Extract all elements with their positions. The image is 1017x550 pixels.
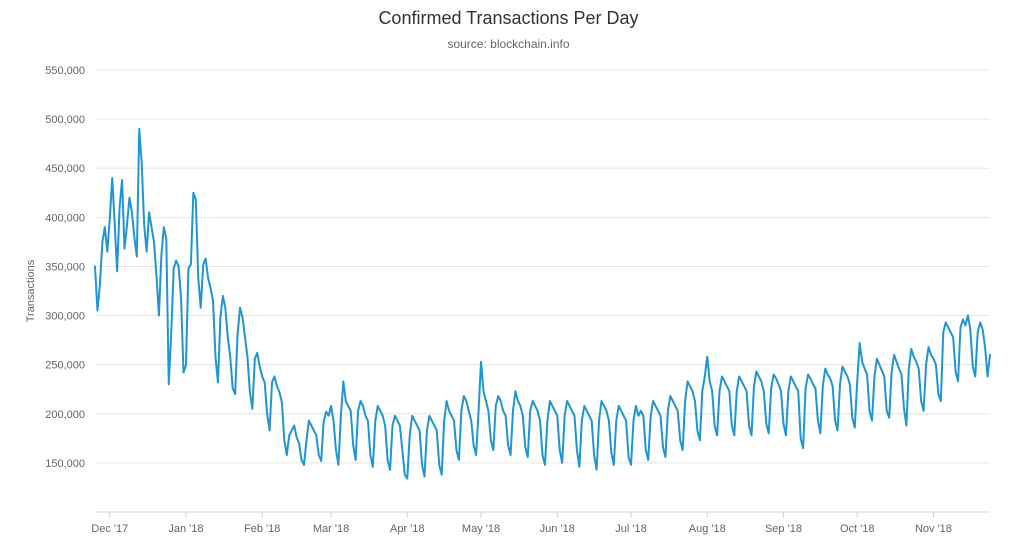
x-axis-label: Oct '18 (840, 523, 875, 535)
chart-subtitle: source: blockchain.info (447, 37, 570, 51)
x-axis-label: Apr '18 (390, 523, 425, 535)
y-axis-label: 150,000 (45, 458, 85, 470)
x-axis-label: Jun '18 (540, 523, 575, 535)
x-axis-label: Jul '18 (615, 523, 646, 535)
y-axis-label: 200,000 (45, 409, 85, 421)
x-axis-label: Jan '18 (168, 523, 203, 535)
y-axis-label: 300,000 (45, 311, 85, 323)
x-axis-label: May '18 (462, 523, 500, 535)
y-axis-label: 250,000 (45, 360, 85, 372)
y-axis-label: 500,000 (45, 114, 85, 126)
chart-title: Confirmed Transactions Per Day (378, 8, 639, 28)
x-axis-label: Dec '17 (91, 523, 128, 535)
x-axis-label: Feb '18 (244, 523, 280, 535)
transactions-series-line (94, 127, 991, 480)
x-axis-label: Aug '18 (689, 523, 726, 535)
y-axis-label: 450,000 (45, 163, 85, 175)
x-axis-label: Mar '18 (313, 523, 349, 535)
x-axis-label: Sep '18 (765, 523, 802, 535)
y-axis-label: 550,000 (45, 65, 85, 77)
y-axis-label: 400,000 (45, 212, 85, 224)
y-axis-label: 350,000 (45, 261, 85, 273)
x-axis-label: Nov '18 (915, 523, 952, 535)
y-axis-title: Transactions (25, 259, 37, 322)
